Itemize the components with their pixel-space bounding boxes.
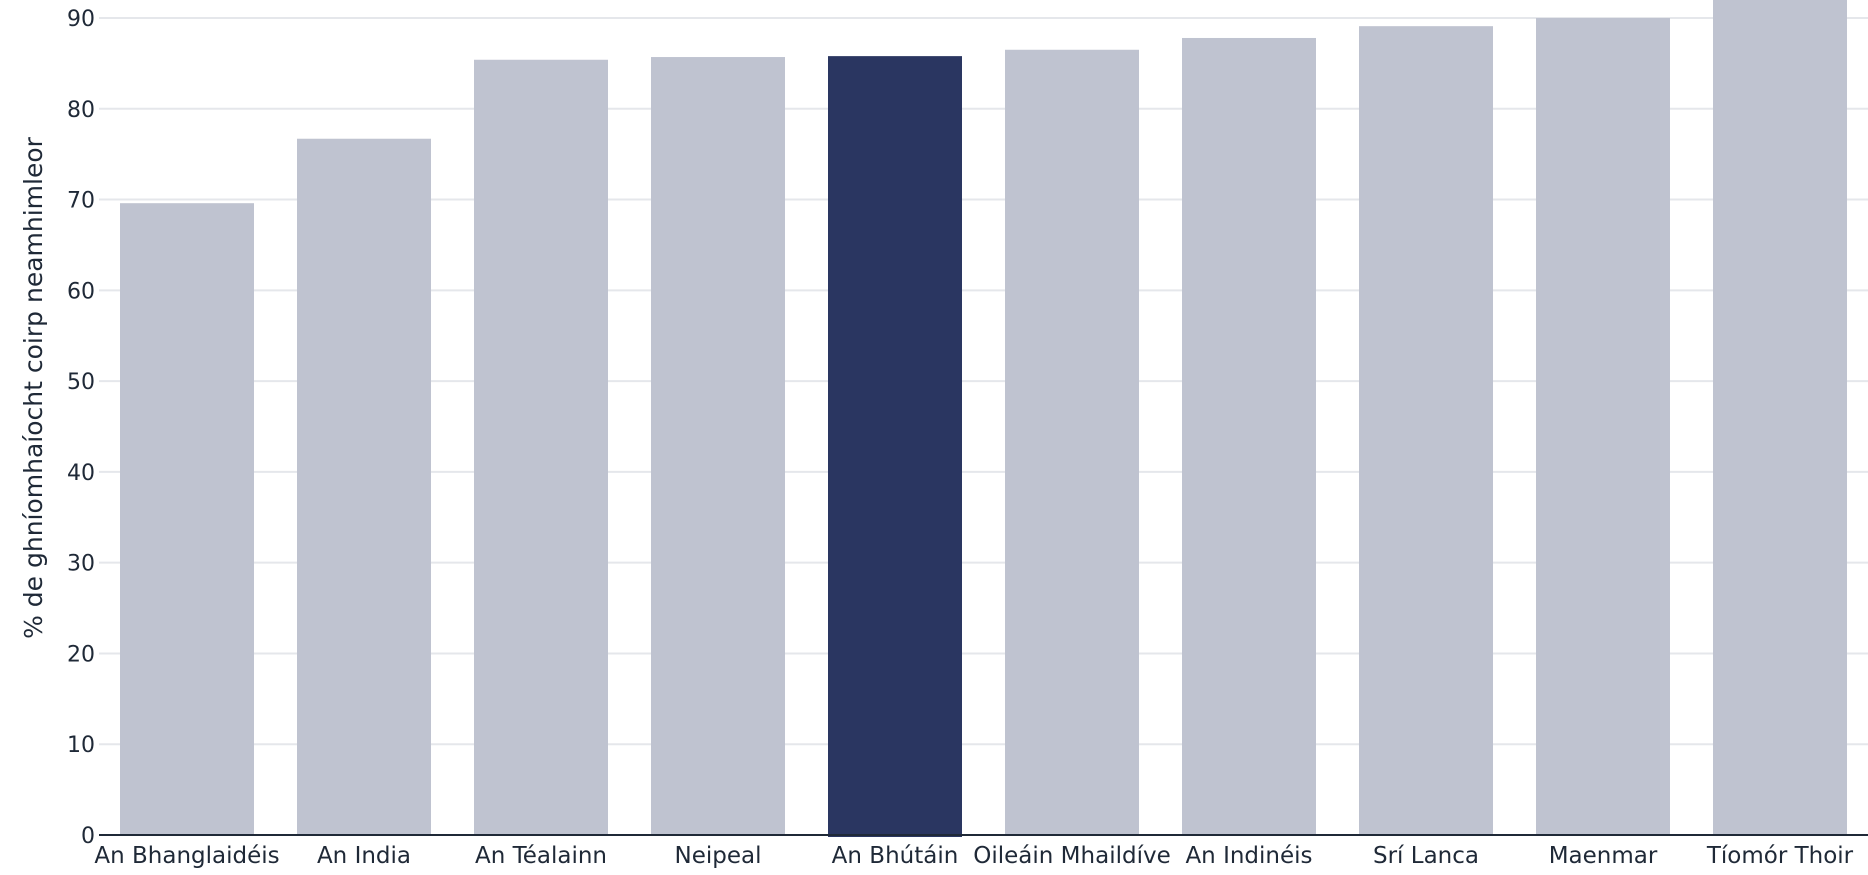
x-tick-label: Neipeal <box>675 843 762 869</box>
bars <box>120 0 1847 838</box>
y-tick-label: 60 <box>67 279 95 304</box>
bar <box>651 57 785 836</box>
x-tick-label: An Bhanglaidéis <box>94 843 279 869</box>
x-tick-label: An Bhútáin <box>832 843 959 869</box>
y-axis-title: % de ghníomhaíocht coirp neamhimleor <box>19 136 48 639</box>
y-tick-label: 0 <box>81 824 95 849</box>
y-tick-label: 40 <box>67 461 95 486</box>
y-tick-label: 30 <box>67 552 95 577</box>
bar <box>120 203 254 836</box>
bar <box>1182 37 1316 835</box>
bar <box>297 138 431 836</box>
y-tick-label: 70 <box>67 189 95 214</box>
x-tick-label: Oileáin Mhaildíve <box>973 843 1170 869</box>
x-tick-label: Srí Lanca <box>1373 843 1479 869</box>
bar-highlighted <box>828 56 962 838</box>
bar <box>1713 0 1847 835</box>
x-tick-label: Tíomór Thoir <box>1706 843 1854 869</box>
y-tick-labels: 0 10 20 30 40 50 60 70 80 90 <box>67 7 95 849</box>
bar <box>474 59 608 836</box>
y-tick-label: 10 <box>67 733 95 758</box>
bar <box>1536 18 1670 835</box>
bar <box>1005 49 1139 836</box>
y-tick-label: 80 <box>67 98 95 123</box>
x-tick-label: An Indinéis <box>1185 843 1312 869</box>
x-tick-label: Maenmar <box>1549 843 1658 869</box>
y-tick-label: 20 <box>67 642 95 667</box>
x-tick-label: An Téalainn <box>475 843 607 869</box>
x-tick-labels: An Bhanglaidéis An India An Téalainn Neipea… <box>94 843 1853 869</box>
x-tick-label: An India <box>317 843 411 869</box>
bar <box>1359 26 1493 836</box>
y-tick-label: 50 <box>67 370 95 395</box>
y-tick-label: 90 <box>67 7 95 32</box>
